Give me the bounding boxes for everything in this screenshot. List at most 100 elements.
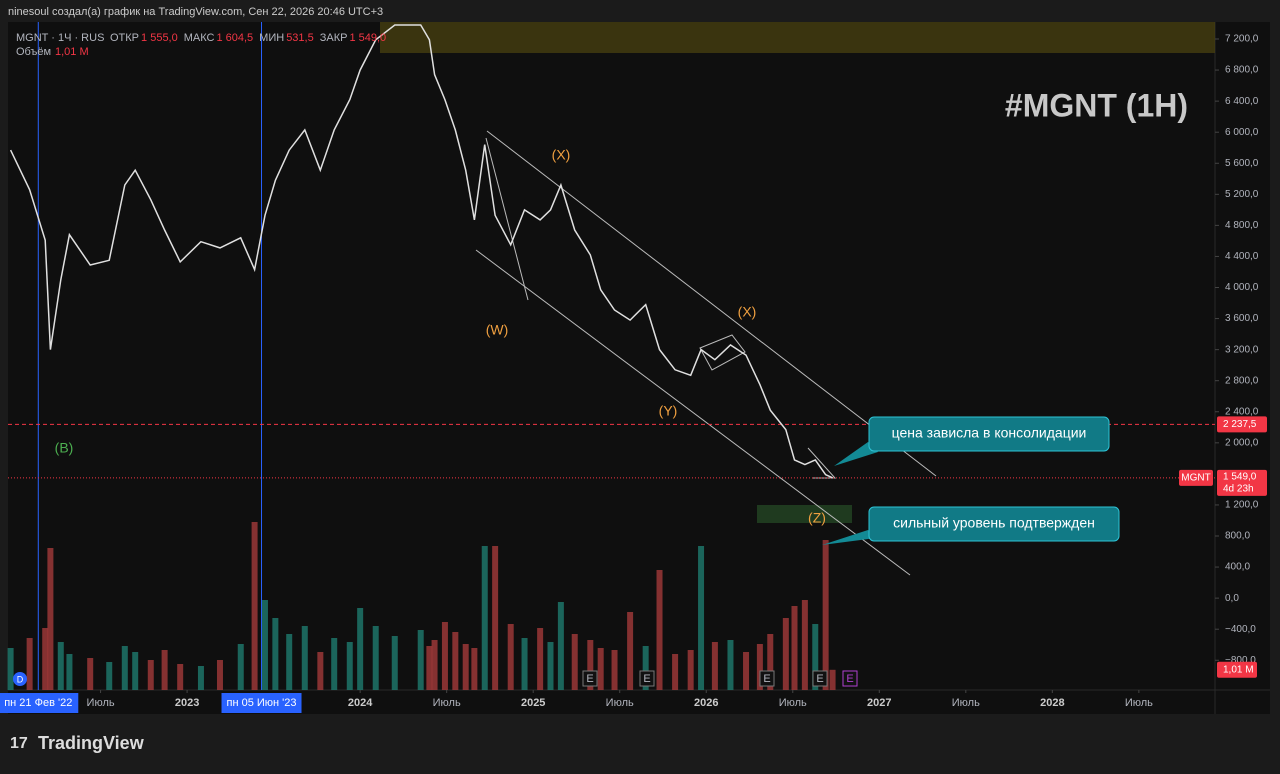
volume-bar [627, 612, 634, 690]
y-tick-label: 5 200,0 [1225, 189, 1259, 200]
volume-bar [161, 650, 168, 690]
countdown: 4d 23h [1223, 483, 1254, 494]
volume-bar [177, 664, 184, 690]
volume-legend: Объём [16, 46, 51, 58]
event-label: E [586, 673, 593, 685]
volume-bar [57, 642, 64, 690]
wave-label: (Z) [808, 510, 826, 526]
volume-bar [317, 652, 324, 690]
y-tick-label: 800,0 [1225, 531, 1250, 542]
price-line [9, 24, 833, 479]
volume-bar [547, 642, 554, 690]
brand: TradingView [38, 733, 145, 753]
volume-label-bg [1217, 661, 1257, 678]
volume-bar [829, 669, 836, 690]
event-marker[interactable] [759, 670, 775, 687]
resistance-zone [380, 22, 1215, 53]
dividend-marker[interactable] [13, 672, 27, 686]
event-markers: E E E E E D [13, 670, 858, 687]
y-tick-label: 3 600,0 [1225, 313, 1259, 324]
volume-legend-value: 1,01 M [55, 46, 89, 58]
volume-bar [571, 634, 578, 690]
x-label-bg [0, 693, 79, 713]
y-tick-label: 4 400,0 [1225, 251, 1259, 262]
channel-edge [485, 137, 529, 301]
volume-bar [417, 630, 424, 690]
symbol-label-bg [1179, 469, 1213, 486]
event-label: E [846, 673, 853, 685]
x-tick-label: Июль [87, 697, 115, 709]
x-tick-label: 2026 [694, 697, 718, 709]
volume-bar [237, 644, 244, 690]
volume-bar [87, 658, 94, 690]
x-tick-label: Июль [779, 697, 807, 709]
x-tick-label: 2027 [867, 697, 891, 709]
x-tick-label: 2025 [521, 697, 545, 709]
callout-text: цена зависла в консолидации [892, 425, 1087, 441]
volume-bar [7, 648, 14, 690]
event-marker[interactable] [842, 670, 858, 687]
triangle [699, 334, 746, 371]
volume-bar [471, 648, 478, 690]
x-tick-label: Июль [1125, 697, 1153, 709]
volume-bar [711, 642, 718, 690]
volume-bar [462, 644, 469, 690]
y-tick-label: 2 400,0 [1225, 406, 1259, 417]
volume-bar [47, 548, 54, 690]
price-label: 2 237,5 [1223, 419, 1257, 430]
symbol: MGNT · 1Ч · RUS [16, 32, 104, 44]
volume-bar [121, 646, 128, 690]
y-tick-label: 7 200,0 [1225, 34, 1259, 45]
volume-bar [26, 638, 33, 690]
wave-label: (B) [55, 440, 74, 456]
volume-bar [42, 628, 49, 690]
symbol-label: MGNT [1181, 472, 1210, 483]
y-tick-label: 2 800,0 [1225, 375, 1259, 386]
volume-bar [656, 570, 663, 690]
callout-pointer [822, 530, 876, 545]
y-tick-label: 1 200,0 [1225, 500, 1259, 511]
volume-bar [521, 638, 528, 690]
volume-bar [481, 546, 488, 690]
event-label: E [816, 673, 823, 685]
ohlc-name: МИН [259, 32, 284, 44]
price-label-bg [1217, 416, 1267, 433]
volume-bar [147, 660, 154, 690]
callout [868, 416, 1110, 452]
brand-logo: ⁠17 [10, 735, 28, 752]
x-tick-label: 2028 [1040, 697, 1064, 709]
volume-bar [557, 602, 564, 690]
volume-bar [251, 522, 258, 690]
volume-bar [106, 662, 113, 690]
volume-bar [286, 634, 293, 690]
volume-bar [66, 654, 73, 690]
volume-bar [372, 626, 379, 690]
volume-bar [611, 650, 618, 690]
volume-bar [441, 622, 448, 690]
support-zone [757, 505, 852, 523]
y-tick-label: −800,0 [1225, 655, 1256, 666]
wave-label: (X) [552, 147, 571, 163]
volume-bar [452, 632, 459, 690]
event-label: D [17, 674, 24, 684]
event-marker[interactable] [812, 670, 828, 687]
volume-bar [698, 546, 705, 690]
event-marker[interactable] [582, 670, 598, 687]
volume-bar [197, 666, 204, 690]
volume-bar [782, 618, 789, 690]
y-tick-label: 6 400,0 [1225, 96, 1259, 107]
x-tick-label: Июль [606, 697, 634, 709]
volume-bar [426, 646, 433, 690]
ohlc-name: МАКС [184, 32, 215, 44]
volume-bar [507, 624, 514, 690]
triangle [807, 447, 837, 479]
volume-bar [672, 654, 679, 690]
event-label: E [643, 673, 650, 685]
event-marker[interactable] [639, 670, 655, 687]
volume-bar [756, 644, 763, 690]
volume-bar [812, 624, 819, 690]
y-tick-label: 6 000,0 [1225, 127, 1259, 138]
y-tick-label: 2 000,0 [1225, 437, 1259, 448]
volume-bar [597, 648, 604, 690]
x-marker-label: пн 05 Июн '23 [227, 697, 297, 709]
